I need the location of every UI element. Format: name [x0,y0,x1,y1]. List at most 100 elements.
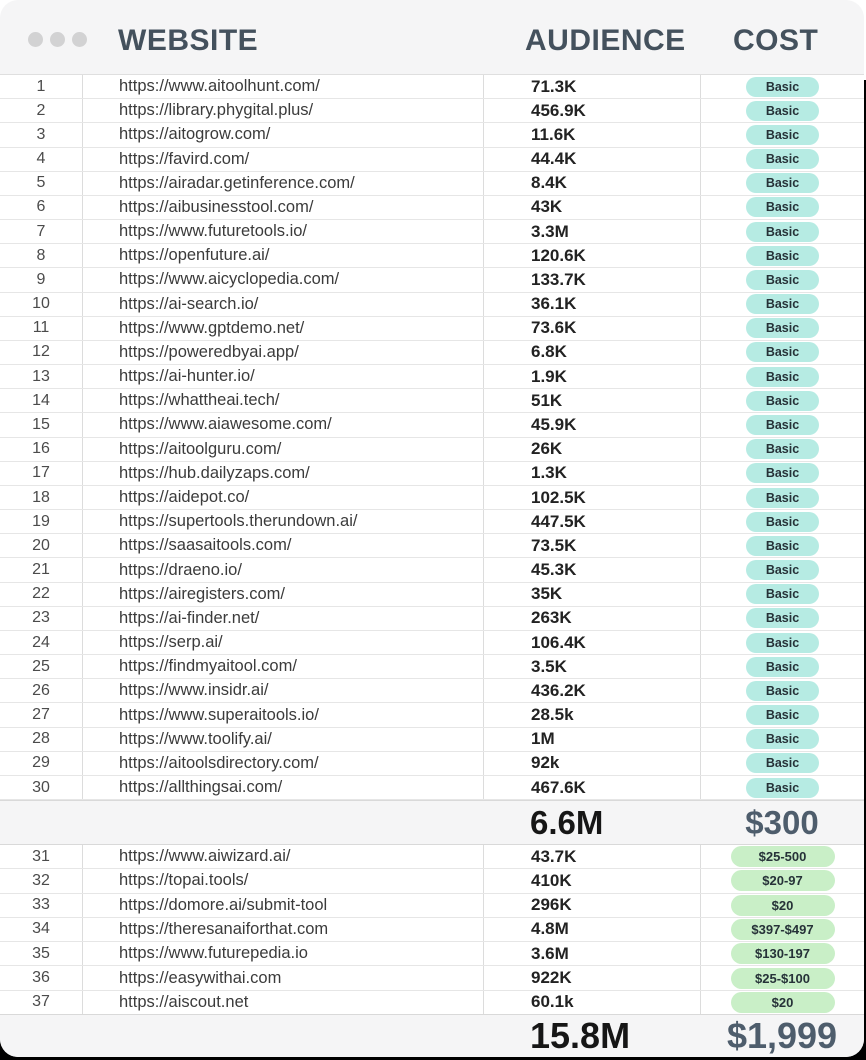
website-link[interactable]: https://www.gptdemo.net/ [82,316,483,340]
website-link[interactable]: https://aitogrow.com/ [82,123,483,147]
cost-badge[interactable]: $20 [730,894,835,916]
audience-value: 263K [483,606,700,630]
website-link[interactable]: https://www.insidr.ai/ [82,679,483,703]
website-link[interactable]: https://draeno.io/ [82,558,483,582]
cost-badge[interactable]: Basic [746,705,819,726]
cost-cell: Basic [700,268,864,292]
website-link[interactable]: https://domore.ai/submit-tool [82,893,483,917]
website-link[interactable]: https://ai-search.io/ [82,292,483,316]
website-link[interactable]: https://aitoolguru.com/ [82,437,483,461]
cost-badge[interactable]: Basic [746,100,819,121]
cost-badge[interactable]: Basic [746,656,819,677]
cost-badge[interactable]: Basic [746,487,819,508]
cost-badge[interactable]: $397-$497 [730,918,835,940]
cost-badge[interactable]: Basic [746,245,819,266]
window-controls[interactable] [28,32,87,47]
website-link[interactable]: https://www.aicyclopedia.com/ [82,268,483,292]
table-row: 18 https://aidepot.co/ 102.5K Basic [0,485,864,511]
cost-cell: Basic [700,171,864,195]
cost-badge[interactable]: Basic [746,608,819,629]
website-link[interactable]: https://openfuture.ai/ [82,244,483,268]
website-link[interactable]: https://findmyaitool.com/ [82,655,483,679]
table-row: 14 https://whattheai.tech/ 51K Basic [0,389,864,414]
cost-badge[interactable]: Basic [746,414,819,435]
cost-badge[interactable]: $25-$100 [730,967,835,989]
row-number: 34 [32,920,50,938]
website-link[interactable]: https://poweredbyai.app/ [82,340,483,365]
cost-badge[interactable]: Basic [746,439,819,460]
cost-badge[interactable]: Basic [746,342,819,363]
cost-badge[interactable]: Basic [746,173,819,194]
website-link[interactable]: https://aitoolsdirectory.com/ [82,751,483,775]
website-link[interactable]: https://aidepot.co/ [82,485,483,510]
website-link[interactable]: https://easywithai.com [82,966,483,990]
website-link[interactable]: https://serp.ai/ [82,630,483,655]
website-link[interactable]: https://www.futurepedia.io [82,942,483,966]
website-link[interactable]: https://hub.dailyzaps.com/ [82,461,483,485]
website-link[interactable]: https://topai.tools/ [82,869,483,893]
table-row: 8 https://openfuture.ai/ 120.6K Basic [0,244,864,269]
cost-badge[interactable]: Basic [746,632,819,653]
website-link[interactable]: https://www.futuretools.io/ [82,220,483,244]
row-number: 1 [36,77,46,95]
website-link[interactable]: https://aibusinesstool.com/ [82,195,483,220]
cost-badge[interactable]: Basic [746,294,819,315]
website-link[interactable]: https://www.superaitools.io/ [82,703,483,727]
cost-badge[interactable]: Basic [746,753,819,774]
cost-badge[interactable]: $20 [730,991,835,1013]
cost-badge[interactable]: Basic [746,584,819,605]
website-link[interactable]: https://www.aiwizard.ai/ [82,845,483,869]
website-link[interactable]: https://library.phygital.plus/ [82,99,483,123]
row-number: 27 [32,706,50,724]
cost-badge[interactable]: Basic [746,390,819,411]
cost-badge[interactable]: $25-500 [730,846,835,868]
website-link[interactable]: https://saasaitools.com/ [82,534,483,558]
website-link[interactable]: https://ai-finder.net/ [82,606,483,630]
audience-value: 8.4K [483,171,700,195]
website-link[interactable]: https://theresanaiforthat.com [82,917,483,942]
audience-value: 3.5K [483,655,700,679]
website-link[interactable]: https://supertools.therundown.ai/ [82,510,483,534]
column-header-audience: AUDIENCE [525,24,686,57]
cost-badge[interactable]: Basic [746,197,819,218]
website-link[interactable]: https://airegisters.com/ [82,582,483,606]
cost-badge[interactable]: Basic [746,463,819,484]
cost-badge[interactable]: Basic [746,535,819,556]
cost-badge[interactable]: Basic [746,318,819,339]
window-dot-icon[interactable] [28,32,43,47]
cost-badge[interactable]: Basic [746,680,819,701]
window-dot-icon[interactable] [72,32,87,47]
cost-badge[interactable]: Basic [746,777,819,798]
cost-cell: Basic [700,437,864,461]
window-dot-icon[interactable] [50,32,65,47]
cost-badge[interactable]: Basic [746,269,819,290]
cost-badge[interactable]: Basic [746,729,819,750]
cost-cell: Basic [700,606,864,630]
cost-badge[interactable]: Basic [746,366,819,387]
cost-badge[interactable]: Basic [746,560,819,581]
website-link[interactable]: https://favird.com/ [82,147,483,171]
cost-badge[interactable]: $20-97 [730,870,835,892]
website-link[interactable]: https://www.aitoolhunt.com/ [82,75,483,99]
row-number: 11 [32,319,50,337]
cost-badge[interactable]: Basic [746,511,819,532]
cost-cell: Basic [700,413,864,437]
cost-badge[interactable]: Basic [746,221,819,242]
website-link[interactable]: https://airadar.getinference.com/ [82,171,483,195]
website-link[interactable]: https://ai-hunter.io/ [82,365,483,389]
cost-badge[interactable]: Basic [746,149,819,170]
cost-cell: $397-$497 [700,917,864,942]
website-link[interactable]: https://www.toolify.ai/ [82,727,483,751]
website-link[interactable]: https://allthingsai.com/ [82,775,483,800]
table-row: 11 https://www.gptdemo.net/ 73.6K Basic [0,316,864,341]
website-link[interactable]: https://whattheai.tech/ [82,389,483,413]
cost-badge[interactable]: $130-197 [730,943,835,965]
website-link[interactable]: https://aiscout.net [82,990,483,1014]
audience-value: 73.5K [483,534,700,558]
audience-value: 456.9K [483,99,700,123]
table-row: 31 https://www.aiwizard.ai/ 43.7K $25-50… [0,845,864,870]
cost-badge[interactable]: Basic [746,76,819,97]
cost-badge[interactable]: Basic [746,124,819,145]
website-link[interactable]: https://www.aiawesome.com/ [82,413,483,437]
row-number: 9 [36,270,46,288]
